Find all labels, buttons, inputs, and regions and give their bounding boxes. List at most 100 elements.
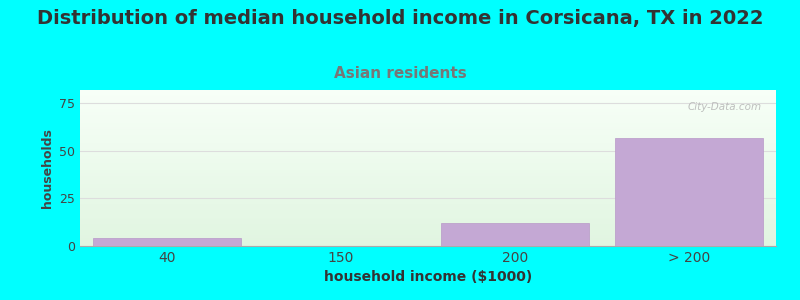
Bar [80, 124, 776, 126]
Bar [80, 101, 776, 103]
Bar [80, 116, 776, 118]
Bar [80, 130, 776, 132]
Bar [80, 181, 776, 182]
Bar [80, 202, 776, 204]
Bar [80, 146, 776, 148]
Bar [80, 95, 776, 96]
Bar [80, 163, 776, 165]
Bar [80, 138, 776, 140]
Bar [80, 230, 776, 232]
Bar [80, 142, 776, 143]
X-axis label: household income ($1000): household income ($1000) [324, 270, 532, 284]
Bar [80, 120, 776, 121]
Y-axis label: households: households [41, 128, 54, 208]
Bar [80, 168, 776, 170]
Bar [80, 184, 776, 185]
Bar [93, 238, 241, 246]
Bar [80, 196, 776, 198]
Bar [80, 213, 776, 215]
Bar [80, 191, 776, 193]
Bar [80, 151, 776, 152]
Bar [80, 154, 776, 155]
Bar [80, 171, 776, 173]
Bar [80, 187, 776, 188]
Bar [80, 115, 776, 116]
Bar [80, 238, 776, 240]
Bar [80, 188, 776, 190]
Bar [80, 98, 776, 99]
Bar [80, 126, 776, 128]
Bar [441, 223, 589, 246]
Text: Asian residents: Asian residents [334, 66, 466, 81]
Bar [80, 93, 776, 95]
Bar [80, 165, 776, 166]
Bar [80, 208, 776, 210]
Bar [80, 216, 776, 218]
Bar [80, 155, 776, 157]
Bar [80, 90, 776, 92]
Bar [80, 132, 776, 134]
Bar [80, 169, 776, 171]
Bar [80, 199, 776, 201]
Bar [80, 140, 776, 142]
Bar [80, 185, 776, 187]
Bar [80, 134, 776, 135]
Bar [80, 160, 776, 162]
Bar [80, 145, 776, 146]
Bar [80, 218, 776, 220]
Bar [80, 190, 776, 191]
Bar [80, 104, 776, 106]
Bar [80, 176, 776, 177]
Bar [80, 129, 776, 130]
Text: City-Data.com: City-Data.com [688, 103, 762, 112]
Bar [80, 243, 776, 244]
Bar [80, 167, 776, 168]
Bar [80, 106, 776, 107]
Bar [80, 210, 776, 212]
Bar [80, 118, 776, 120]
Bar [80, 212, 776, 213]
Bar [80, 179, 776, 181]
Bar [80, 143, 776, 145]
Bar [80, 99, 776, 101]
Bar [80, 232, 776, 233]
Bar [80, 229, 776, 230]
Bar [80, 221, 776, 223]
Bar [80, 182, 776, 184]
Bar [80, 174, 776, 176]
Bar [80, 157, 776, 159]
Bar [80, 198, 776, 199]
Bar [80, 103, 776, 104]
Bar [80, 177, 776, 179]
Bar [80, 223, 776, 224]
Bar [80, 193, 776, 194]
Bar [80, 149, 776, 151]
Bar [80, 220, 776, 221]
Bar [80, 107, 776, 109]
Bar [80, 92, 776, 93]
Text: Distribution of median household income in Corsicana, TX in 2022: Distribution of median household income … [37, 9, 763, 28]
Bar [80, 110, 776, 112]
Bar [80, 235, 776, 237]
Bar [80, 233, 776, 235]
Bar [80, 152, 776, 154]
Bar [80, 109, 776, 110]
Bar [80, 215, 776, 216]
Bar [80, 148, 776, 149]
Bar [80, 162, 776, 163]
Bar [80, 135, 776, 137]
Bar [80, 113, 776, 115]
Bar [80, 237, 776, 238]
Bar [80, 96, 776, 98]
Bar [80, 173, 776, 174]
Bar [80, 224, 776, 226]
Bar [80, 227, 776, 229]
Bar [80, 201, 776, 202]
Bar [80, 128, 776, 129]
Bar [80, 112, 776, 113]
Bar [80, 204, 776, 206]
Bar [615, 138, 763, 246]
Bar [80, 207, 776, 208]
Bar [80, 121, 776, 123]
Bar [80, 194, 776, 196]
